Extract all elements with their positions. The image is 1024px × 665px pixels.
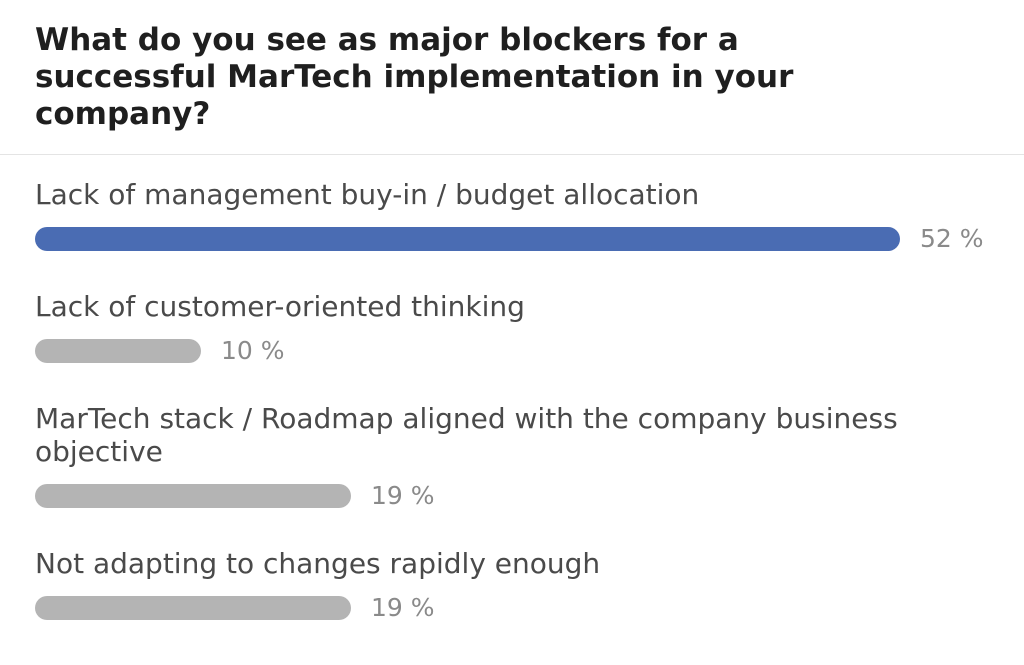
poll-bar-track bbox=[35, 484, 900, 508]
poll-percent-label: 10 % bbox=[221, 336, 285, 365]
poll-bar-fill bbox=[35, 484, 351, 508]
poll-option: MarTech stack / Roadmap aligned with the… bbox=[35, 402, 995, 510]
poll-option-label: Lack of customer-oriented thinking bbox=[35, 290, 525, 323]
poll-option-label: Not adapting to changes rapidly enough bbox=[35, 547, 601, 580]
poll-bar-track bbox=[35, 227, 900, 251]
poll-percent-label: 52 % bbox=[920, 224, 984, 253]
poll-question: What do you see as major blockers for a … bbox=[35, 22, 794, 132]
poll-option: Not adapting to changes rapidly enough 1… bbox=[35, 547, 995, 622]
poll-option-label: Lack of management buy-in / budget alloc… bbox=[35, 178, 700, 211]
poll-bar-track bbox=[35, 596, 900, 620]
poll-percent-label: 19 % bbox=[371, 593, 435, 622]
poll-bar-fill bbox=[35, 227, 900, 251]
poll-option-bar-row: 19 % bbox=[35, 481, 995, 510]
poll-bar-track bbox=[35, 339, 900, 363]
poll-option: Lack of management buy-in / budget alloc… bbox=[35, 178, 995, 253]
poll-option-bar-row: 10 % bbox=[35, 336, 995, 365]
divider bbox=[0, 154, 1024, 155]
poll-option: Lack of customer-oriented thinking 10 % bbox=[35, 290, 995, 365]
poll-percent-label: 19 % bbox=[371, 481, 435, 510]
poll-option-label: MarTech stack / Roadmap aligned with the… bbox=[35, 402, 898, 468]
poll-option-bar-row: 52 % bbox=[35, 224, 995, 253]
poll-bar-fill bbox=[35, 339, 201, 363]
poll-bar-fill bbox=[35, 596, 351, 620]
poll-option-bar-row: 19 % bbox=[35, 593, 995, 622]
